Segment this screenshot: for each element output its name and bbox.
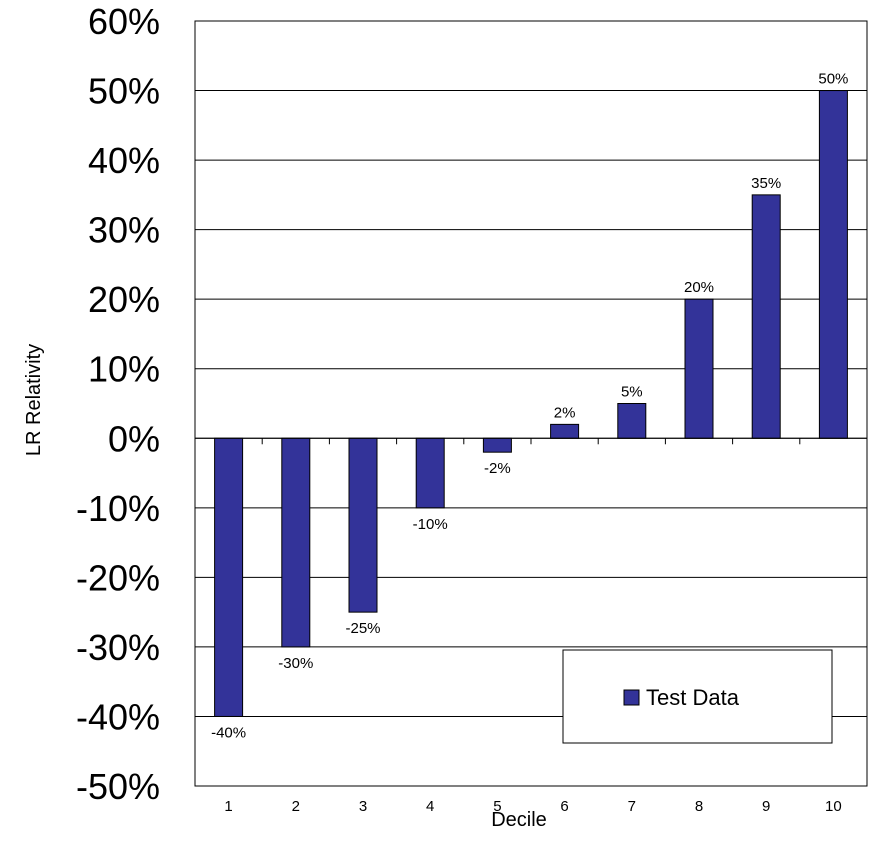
legend-box: [562, 649, 833, 744]
y-tick-label: 60%: [88, 1, 160, 42]
y-tick-labels: 60% 50% 40% 30% 20% 10% 0% -10% -20% -30% -40% -50%: [76, 1, 160, 807]
y-tick-label: 10%: [88, 349, 160, 390]
data-label: -25%: [345, 620, 380, 637]
bar-decile-2: [281, 437, 311, 648]
x-tick-label: 7: [628, 798, 636, 815]
x-axis-label: Decile: [491, 809, 547, 831]
y-tick-label: -10%: [76, 488, 160, 529]
axes: [194, 20, 868, 787]
bar-decile-9: [751, 194, 781, 439]
bar-decile-4: [415, 437, 445, 509]
data-label: -30%: [278, 655, 313, 672]
x-tick-labels: 1 2 3 4 5 6 7 8 9 10: [224, 798, 841, 815]
legend-swatch: [623, 689, 640, 706]
y-axis-label: LR Relativity: [23, 344, 45, 456]
bar-decile-5: [482, 437, 512, 453]
y-tick-label: -30%: [76, 627, 160, 668]
x-tick-label: 5: [493, 798, 501, 815]
y-tick-label: 20%: [88, 279, 160, 320]
data-labels: -40% -30% -25% -10% -2% 2% 5% 20% 35% 50%: [211, 71, 848, 742]
x-tick-label: 8: [695, 798, 703, 815]
y-tick-label: 50%: [88, 71, 160, 112]
bar-decile-6: [550, 423, 580, 439]
x-tick-label: 6: [560, 798, 568, 815]
legend-label: Test Data: [646, 685, 740, 710]
y-tick-label: 0%: [108, 418, 160, 459]
data-label: -40%: [211, 724, 246, 741]
data-label: -2%: [484, 460, 511, 477]
data-label: 50%: [818, 71, 848, 88]
legend: Test Data: [562, 649, 833, 744]
x-tick-label: 2: [292, 798, 300, 815]
bar-decile-3: [348, 437, 378, 613]
x-tick-label: 1: [224, 798, 232, 815]
x-tick-label: 9: [762, 798, 770, 815]
bar-decile-10: [818, 90, 848, 439]
x-tick-label: 4: [426, 798, 434, 815]
x-tick-label: 3: [359, 798, 367, 815]
y-tick-label: -50%: [76, 766, 160, 807]
data-label: 5%: [621, 384, 643, 401]
data-label: 35%: [751, 175, 781, 192]
y-tick-label: -40%: [76, 696, 160, 737]
bar-decile-1: [214, 437, 244, 717]
plot-frame: [194, 20, 868, 787]
bars: [214, 90, 848, 717]
data-label: 2%: [554, 404, 576, 421]
data-label: 20%: [684, 279, 714, 296]
y-tick-label: -20%: [76, 557, 160, 598]
bar-decile-8: [684, 298, 714, 439]
bar-decile-7: [617, 403, 647, 439]
y-tick-label: 30%: [88, 210, 160, 251]
x-tick-label: 10: [825, 798, 842, 815]
y-tick-label: 40%: [88, 140, 160, 181]
data-label: -10%: [413, 516, 448, 533]
